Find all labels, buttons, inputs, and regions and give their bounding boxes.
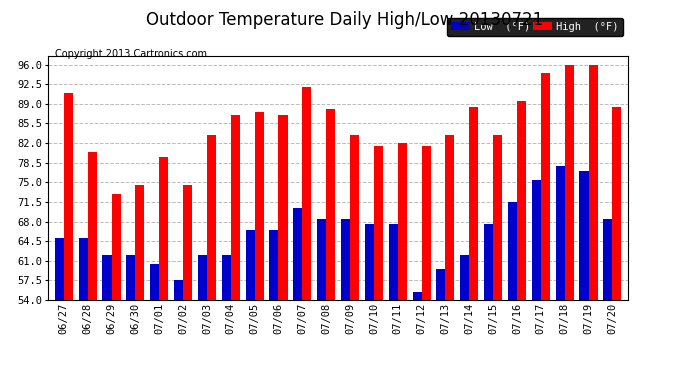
Bar: [102, 255, 112, 300]
Bar: [150, 264, 159, 300]
Bar: [159, 157, 168, 300]
Bar: [484, 224, 493, 300]
Bar: [55, 238, 63, 300]
Bar: [413, 292, 422, 300]
Bar: [469, 106, 478, 300]
Bar: [397, 143, 407, 300]
Bar: [183, 185, 192, 300]
Bar: [317, 219, 326, 300]
Bar: [555, 165, 564, 300]
Text: Outdoor Temperature Daily High/Low 20130721: Outdoor Temperature Daily High/Low 20130…: [146, 11, 544, 29]
Bar: [436, 269, 446, 300]
Text: Copyright 2013 Cartronics.com: Copyright 2013 Cartronics.com: [55, 49, 207, 59]
Bar: [341, 219, 350, 300]
Bar: [541, 73, 550, 300]
Bar: [63, 93, 73, 300]
Bar: [198, 255, 207, 300]
Bar: [508, 202, 517, 300]
Bar: [613, 106, 622, 300]
Bar: [517, 101, 526, 300]
Bar: [532, 180, 541, 300]
Bar: [79, 238, 88, 300]
Bar: [446, 135, 455, 300]
Bar: [269, 230, 279, 300]
Bar: [293, 207, 302, 300]
Bar: [207, 135, 216, 300]
Bar: [460, 255, 469, 300]
Bar: [580, 171, 589, 300]
Bar: [221, 255, 230, 300]
Bar: [246, 230, 255, 300]
Bar: [422, 146, 431, 300]
Bar: [302, 87, 311, 300]
Bar: [326, 110, 335, 300]
Bar: [230, 115, 240, 300]
Bar: [350, 135, 359, 300]
Bar: [603, 219, 613, 300]
Bar: [255, 112, 264, 300]
Bar: [365, 224, 374, 300]
Bar: [493, 135, 502, 300]
Bar: [135, 185, 144, 300]
Bar: [388, 224, 397, 300]
Bar: [126, 255, 135, 300]
Bar: [564, 64, 574, 300]
Bar: [174, 280, 183, 300]
Bar: [374, 146, 383, 300]
Bar: [279, 115, 288, 300]
Bar: [88, 152, 97, 300]
Bar: [112, 194, 121, 300]
Bar: [589, 64, 598, 300]
Legend: Low  (°F), High  (°F): Low (°F), High (°F): [446, 18, 622, 36]
